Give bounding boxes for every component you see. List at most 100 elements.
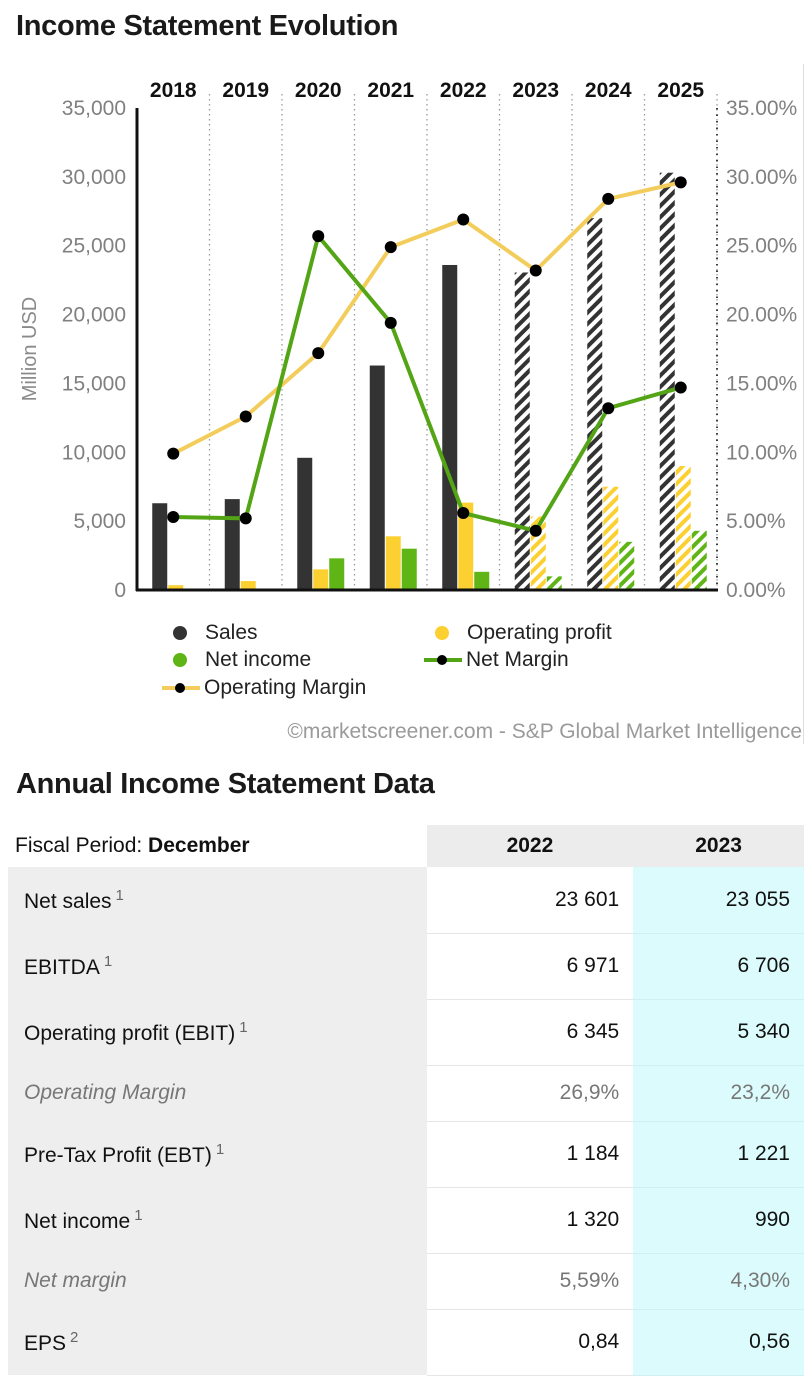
row-label: Pre-Tax Profit (EBT) 1 (8, 1121, 427, 1187)
operating-margin-point-2019 (239, 410, 252, 423)
y2-tick-label: 30.00% (726, 166, 797, 189)
row-label-text: EPS (24, 1331, 67, 1355)
row-label: Operating Margin (8, 1065, 427, 1121)
bar-net-income-2020 (329, 558, 345, 590)
legend-operating-margin-line-icon (162, 680, 200, 696)
y-tick-label: 25,000 (62, 235, 126, 258)
operating-margin-point-2023 (529, 264, 542, 277)
operating-margin-point-2025 (674, 176, 687, 189)
value-2022: 26,9% (426, 1065, 634, 1122)
source-credit: ©marketscreener.com - S&P Global Market … (287, 720, 802, 743)
legend-net-income-dot-icon (173, 653, 187, 667)
fiscal-period-header: Fiscal Period: December (8, 825, 427, 867)
x-tick-label-2020: 2020 (295, 79, 342, 102)
row-label: EBITDA 1 (8, 933, 427, 999)
net-margin-point-2020 (312, 230, 325, 243)
y2-tick-label: 0.00% (726, 579, 786, 602)
legend-operating-margin: Operating Margin (162, 676, 366, 700)
bar-operating-profit-2024 (603, 486, 619, 590)
bar-net-income-2025 (691, 530, 707, 590)
value-2023: 5 340 (633, 999, 804, 1066)
bar-sales-2022 (442, 264, 458, 590)
row-label: Operating profit (EBIT) 1 (8, 999, 427, 1065)
y2-tick-label: 15.00% (726, 372, 797, 395)
footnote-marker: 2 (70, 1328, 79, 1346)
y-tick-label: 35,000 (62, 97, 126, 120)
legend-operating-profit: Operating profit (430, 621, 612, 645)
value-2022: 1 184 (426, 1121, 634, 1188)
table-row: EPS 2 0,84 0,56 (8, 1309, 804, 1376)
bar-sales-2019 (224, 499, 240, 590)
value-2023: 990 (633, 1187, 804, 1254)
bar-sales-2018 (152, 503, 168, 590)
row-label-text: Net sales (24, 889, 112, 913)
y-tick-label: 15,000 (62, 372, 126, 395)
bar-net-income-2023 (546, 576, 562, 590)
x-tick-label-2024: 2024 (585, 79, 632, 102)
legend-net-margin: Net Margin (424, 648, 569, 672)
table-row: Net margin 5,59% 4,30% (8, 1253, 804, 1310)
y2-tick-label: 25.00% (726, 235, 797, 258)
bar-net-income-2021 (401, 548, 417, 590)
value-2022: 23 601 (426, 867, 634, 934)
net-margin-point-2019 (239, 512, 252, 525)
value-2022: 5,59% (426, 1253, 634, 1310)
legend-operating-profit-dot-icon (435, 626, 449, 640)
row-label-text: Net income (24, 1209, 131, 1233)
net-margin-point-2022 (457, 507, 470, 520)
legend-operating-profit-label: Operating profit (467, 621, 612, 644)
value-2023: 23 055 (633, 867, 804, 934)
row-label-text: Net margin (24, 1269, 127, 1292)
bar-net-income-2022 (474, 571, 490, 590)
table-title: Annual Income Statement Data (16, 768, 435, 800)
bar-operating-profit-2021 (385, 536, 401, 590)
net-margin-point-2024 (602, 402, 615, 415)
bar-sales-2024 (587, 218, 603, 590)
y2-tick-label: 5.00% (726, 510, 786, 533)
x-tick-label-2023: 2023 (512, 79, 559, 102)
net-margin-point-2018 (167, 511, 180, 524)
income-statement-table: Fiscal Period: December 2022 2023 Net sa… (8, 825, 804, 1376)
chart-right-border (803, 64, 804, 744)
bar-net-income-2024 (619, 541, 635, 590)
value-2023: 6 706 (633, 933, 804, 1000)
row-label: Net income 1 (8, 1187, 427, 1253)
value-2022: 6 971 (426, 933, 634, 1000)
legend-sales: Sales (168, 621, 258, 645)
y2-tick-label: 35.00% (726, 97, 797, 120)
row-label: EPS 2 (8, 1309, 427, 1375)
table-row: Pre-Tax Profit (EBT) 1 1 184 1 221 (8, 1121, 804, 1188)
table-header-row: Fiscal Period: December 2022 2023 (8, 825, 804, 867)
fiscal-period-value: December (148, 834, 250, 857)
y-tick-label: 20,000 (62, 304, 126, 327)
income-chart: 2018 2019 2020 2021 2022 2023 2024 2025 0 5,000 10… (19, 79, 797, 602)
x-tick-label-2022: 2022 (440, 79, 487, 102)
legend-net-income: Net income (168, 648, 311, 672)
net-margin-point-2025 (674, 381, 687, 394)
row-label-text: Pre-Tax Profit (EBT) (24, 1143, 212, 1167)
table-row: Operating profit (EBIT) 1 6 345 5 340 (8, 999, 804, 1066)
operating-margin-point-2022 (457, 213, 470, 226)
net-margin-line (173, 234, 682, 533)
bar-operating-profit-2025 (675, 466, 691, 590)
legend-operating-margin-label: Operating Margin (204, 676, 367, 699)
table-row: EBITDA 1 6 971 6 706 (8, 933, 804, 1000)
bar-operating-profit-2020 (313, 569, 329, 590)
y-axis-title: Million USD (19, 297, 41, 401)
table-row: Net sales 1 23 601 23 055 (8, 867, 804, 934)
bar-operating-profit-2019 (240, 581, 256, 590)
y2-tick-label: 10.00% (726, 441, 797, 464)
column-header-2022: 2022 (426, 825, 634, 867)
operating-margin-point-2020 (312, 347, 325, 360)
value-2022: 0,84 (426, 1309, 634, 1376)
bar-sales-2021 (369, 365, 385, 590)
value-2022: 1 320 (426, 1187, 634, 1254)
value-2023: 23,2% (633, 1065, 804, 1122)
net-margin-point-2023 (529, 524, 542, 537)
footnote-marker: 1 (239, 1018, 248, 1036)
footnote-marker: 1 (115, 886, 124, 904)
x-tick-label-2025: 2025 (657, 79, 704, 102)
column-header-2023: 2023 (633, 825, 804, 867)
table-row: Net income 1 1 320 990 (8, 1187, 804, 1254)
row-label: Net sales 1 (8, 867, 427, 933)
